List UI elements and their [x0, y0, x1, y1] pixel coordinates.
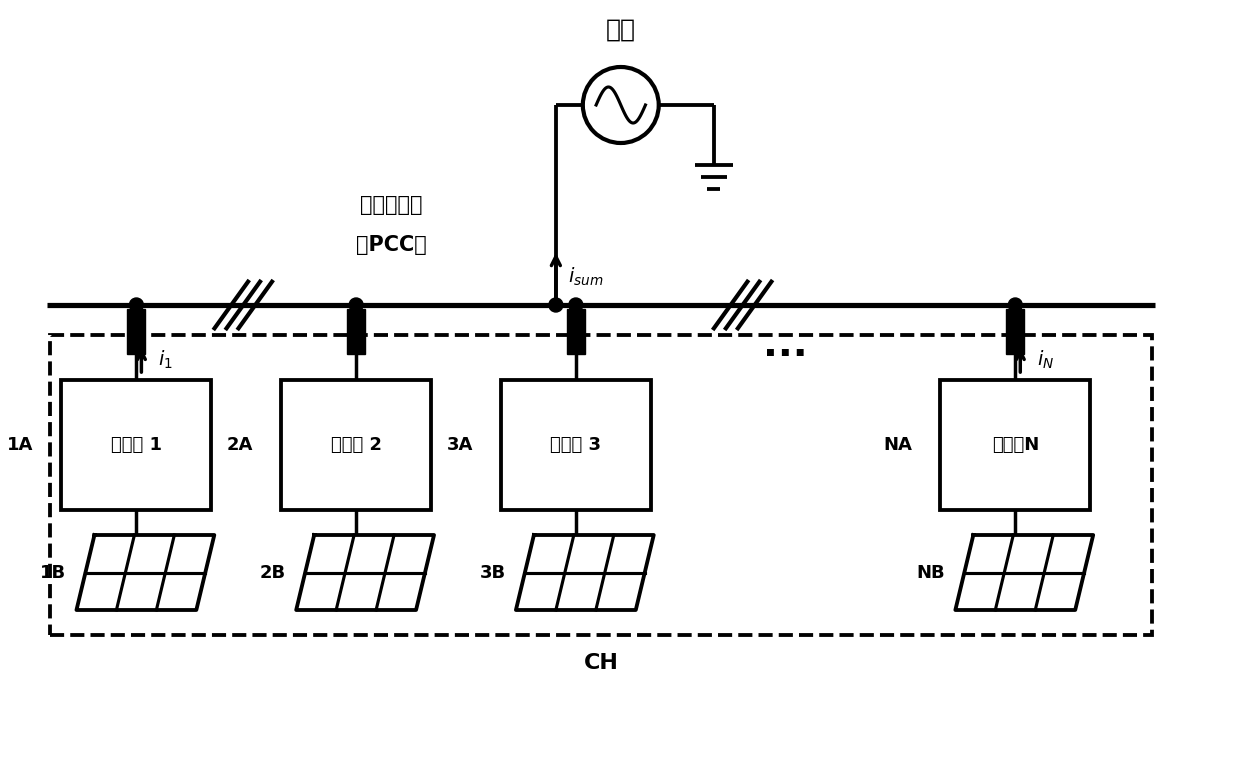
Text: （PCC）: （PCC）	[356, 235, 427, 255]
Text: ···: ···	[764, 336, 808, 374]
Text: $i_1$: $i_1$	[159, 349, 174, 371]
Text: 逆变器 3: 逆变器 3	[551, 436, 601, 454]
Text: 1B: 1B	[41, 563, 67, 581]
Bar	[501, 380, 651, 510]
Bar	[1007, 309, 1024, 354]
Text: 逆变器 1: 逆变器 1	[110, 436, 162, 454]
Text: $i_{sum}$: $i_{sum}$	[568, 266, 604, 288]
Text: CH: CH	[583, 653, 619, 673]
Text: 3A: 3A	[446, 436, 472, 454]
Text: NA: NA	[884, 436, 913, 454]
Bar	[50, 335, 1152, 635]
Bar	[62, 380, 211, 510]
Circle shape	[549, 298, 563, 312]
Circle shape	[129, 298, 144, 312]
Text: 2A: 2A	[227, 436, 253, 454]
Bar	[567, 309, 585, 354]
Circle shape	[350, 298, 363, 312]
Circle shape	[569, 298, 583, 312]
Text: 2B: 2B	[260, 563, 286, 581]
Text: 1A: 1A	[7, 436, 33, 454]
Text: NB: NB	[916, 563, 945, 581]
Text: $i_N$: $i_N$	[1037, 349, 1054, 371]
Bar	[281, 380, 432, 510]
Text: 电网: 电网	[606, 18, 636, 42]
Bar	[128, 309, 145, 354]
Circle shape	[1008, 298, 1022, 312]
Text: 3B: 3B	[480, 563, 506, 581]
Bar	[940, 380, 1090, 510]
Bar	[347, 309, 365, 354]
Text: 公共并网点: 公共并网点	[360, 195, 423, 215]
Text: 逆变器 2: 逆变器 2	[331, 436, 382, 454]
Text: 逆变器N: 逆变器N	[992, 436, 1039, 454]
